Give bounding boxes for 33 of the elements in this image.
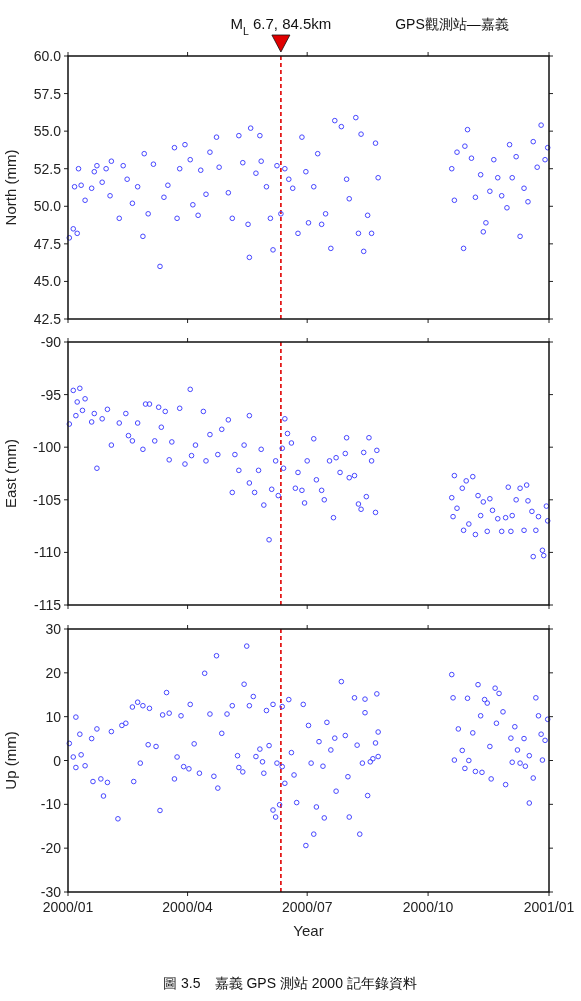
y-tick-label: -10 [40, 796, 62, 813]
y-tick-label: 57.5 [33, 85, 62, 102]
y-tick-label: 55.0 [33, 123, 62, 140]
y-tick-label: 30 [45, 621, 62, 637]
y-tick-label: -20 [40, 840, 62, 857]
y-tick-label: 50.0 [33, 198, 62, 215]
y-tick-label: 0 [53, 752, 62, 769]
y-tick-label: 10 [45, 708, 62, 725]
y-axis-title: Up (mm) [2, 731, 19, 790]
y-tick-label: -100 [32, 439, 62, 456]
y-tick-label: 20 [45, 664, 62, 681]
y-tick-label: -105 [32, 491, 62, 508]
chart-title: GPS觀測站—嘉義 [395, 16, 509, 32]
y-tick-label: -90 [40, 334, 62, 350]
x-axis-title: Year [293, 922, 324, 939]
caption: 圖 3.5 嘉義 GPS 測站 2000 記年錄資料 [163, 975, 417, 991]
y-tick-label: 52.5 [33, 160, 62, 177]
y-axis-title: East (mm) [2, 438, 19, 509]
x-tick-label: 2001/01 [523, 899, 575, 915]
x-tick-label: 2000/10 [402, 899, 454, 915]
y-tick-label: 45.0 [33, 273, 62, 290]
y-tick-label: -110 [34, 544, 62, 561]
y-tick-label: 47.5 [33, 235, 62, 252]
y-tick-label: 60.0 [33, 48, 62, 64]
y-tick-label: 42.5 [33, 311, 62, 327]
x-tick-label: 2000/01 [42, 899, 94, 915]
ref-line-label: M$_{L}$ 6.7, 84.5km [230, 15, 332, 37]
y-tick-label: -115 [34, 597, 62, 613]
x-tick-label: 2000/07 [281, 899, 333, 915]
y-tick-label: -30 [40, 884, 62, 900]
y-axis-title: North (mm) [2, 149, 19, 226]
y-tick-label: -95 [40, 386, 62, 403]
x-tick-label: 2000/04 [162, 899, 214, 915]
